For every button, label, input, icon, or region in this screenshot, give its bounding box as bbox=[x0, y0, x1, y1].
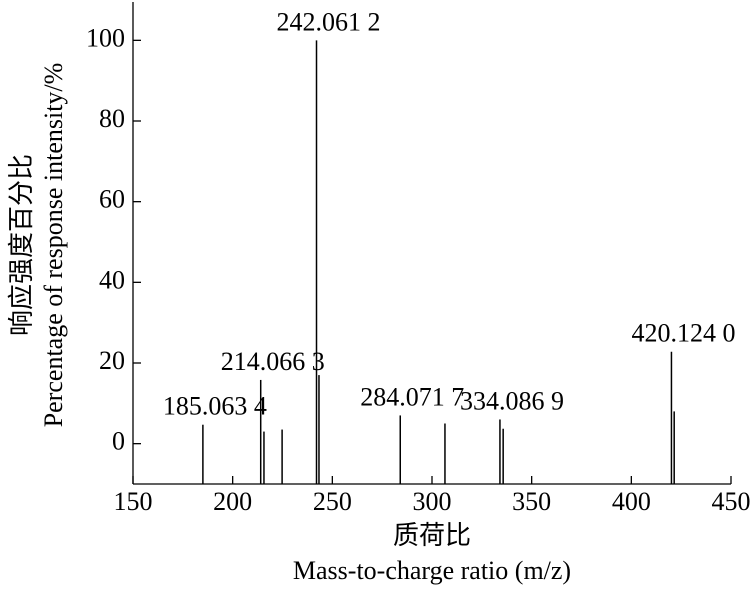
y-title-cn: 响应强度百分比 bbox=[7, 154, 36, 336]
peak-label: 284.071 7 bbox=[360, 382, 464, 411]
x-title-en: Mass-to-charge ratio (m/z) bbox=[293, 556, 571, 585]
peak-label: 185.063 4 bbox=[163, 392, 267, 421]
x-tick-label: 250 bbox=[313, 487, 352, 516]
y-tick-label: 20 bbox=[99, 346, 125, 375]
x-tick-label: 150 bbox=[114, 487, 153, 516]
y-tick-label: 100 bbox=[86, 23, 125, 52]
x-title-cn: 质荷比 bbox=[393, 521, 471, 550]
x-tick-label: 300 bbox=[413, 487, 452, 516]
y-title-en: Percentage of response intensity/% bbox=[39, 63, 68, 428]
x-tick-label: 400 bbox=[612, 487, 651, 516]
y-tick-label: 80 bbox=[99, 104, 125, 133]
x-tick-label: 200 bbox=[213, 487, 252, 516]
peak-label: 242.061 2 bbox=[277, 7, 381, 36]
x-tick-label: 450 bbox=[712, 487, 751, 516]
y-tick-label: 60 bbox=[99, 185, 125, 214]
y-tick-label: 0 bbox=[112, 427, 125, 456]
x-tick-label: 350 bbox=[512, 487, 551, 516]
y-tick-label: 40 bbox=[99, 265, 125, 294]
peak-label: 214.066 3 bbox=[221, 347, 325, 376]
peak-label: 420.124 0 bbox=[631, 319, 735, 348]
peak-label: 334.086 9 bbox=[460, 386, 564, 415]
